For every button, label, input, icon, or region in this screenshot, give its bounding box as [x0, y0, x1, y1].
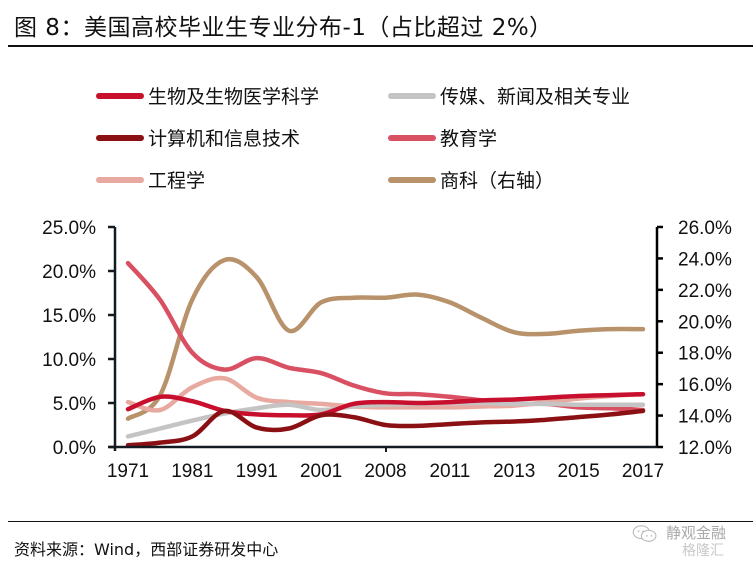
source-note: 资料来源：Wind，西部证券研发中心 — [14, 540, 279, 559]
title-divider — [8, 45, 753, 47]
x-tick-label: 2015 — [557, 461, 599, 482]
x-tick-label: 2008 — [364, 461, 406, 482]
legend-label: 教育学 — [440, 128, 498, 150]
x-tick-label: 2017 — [622, 461, 664, 482]
right-tick-label: 12.0% — [678, 438, 732, 459]
legend-swatch — [388, 176, 436, 183]
left-tick-label: 15.0% — [42, 306, 96, 327]
legend-label: 工程学 — [148, 170, 206, 192]
legend-swatch — [96, 92, 144, 99]
legend-item-business: 商科（右轴） — [388, 166, 554, 193]
x-tick-label: 2011 — [429, 461, 470, 482]
right-tick-label: 16.0% — [678, 375, 732, 396]
series-line-4 — [125, 375, 646, 413]
watermark: 静观金融 格隆汇 — [628, 522, 750, 560]
left-tick-label: 5.0% — [53, 394, 96, 415]
legend-swatch — [96, 134, 144, 141]
legend-item-engineering: 工程学 — [96, 166, 205, 193]
series-line-2 — [125, 408, 646, 448]
x-tick-label: 1981 — [171, 461, 213, 482]
x-tick-label: 2001 — [300, 461, 342, 482]
source-divider — [8, 521, 753, 522]
x-tick-label: 1971 — [107, 461, 149, 482]
legend-swatch — [388, 92, 436, 99]
left-tick-label: 20.0% — [42, 262, 96, 283]
legend-item-biology: 生物及生物医学科学 — [96, 82, 319, 109]
right-tick-label: 24.0% — [678, 249, 732, 270]
x-tick-label: 1991 — [236, 461, 278, 482]
right-tick-label: 18.0% — [678, 344, 732, 365]
legend-item-computer: 计算机和信息技术 — [96, 124, 300, 151]
left-tick-label: 25.0% — [42, 218, 96, 239]
legend-swatch — [388, 134, 436, 141]
legend-swatch — [96, 176, 144, 183]
legend-item-media: 传媒、新闻及相关专业 — [388, 82, 630, 109]
series-line-5 — [125, 256, 646, 421]
series-line-0 — [125, 391, 646, 418]
watermark-logo-text: 格隆汇 — [682, 543, 724, 559]
left-tick-label: 10.0% — [42, 350, 96, 371]
right-tick-label: 22.0% — [678, 281, 732, 302]
wechat-icon — [632, 525, 657, 542]
right-tick-label: 20.0% — [678, 312, 732, 333]
legend-label: 传媒、新闻及相关专业 — [440, 86, 631, 108]
legend-label: 计算机和信息技术 — [148, 128, 301, 150]
chart-title: 图 8：美国高校毕业生专业分布-1（占比超过 2%） — [14, 15, 553, 41]
right-tick-label: 26.0% — [678, 218, 732, 239]
legend-item-education: 教育学 — [388, 124, 497, 151]
right-tick-label: 14.0% — [678, 407, 732, 428]
left-tick-label: 0.0% — [53, 438, 96, 459]
legend-label: 生物及生物医学科学 — [148, 86, 320, 108]
legend-label: 商科（右轴） — [440, 170, 555, 192]
x-tick-label: 2013 — [493, 461, 535, 482]
watermark-text: 静观金融 — [666, 524, 727, 542]
series-line-3 — [125, 260, 646, 413]
